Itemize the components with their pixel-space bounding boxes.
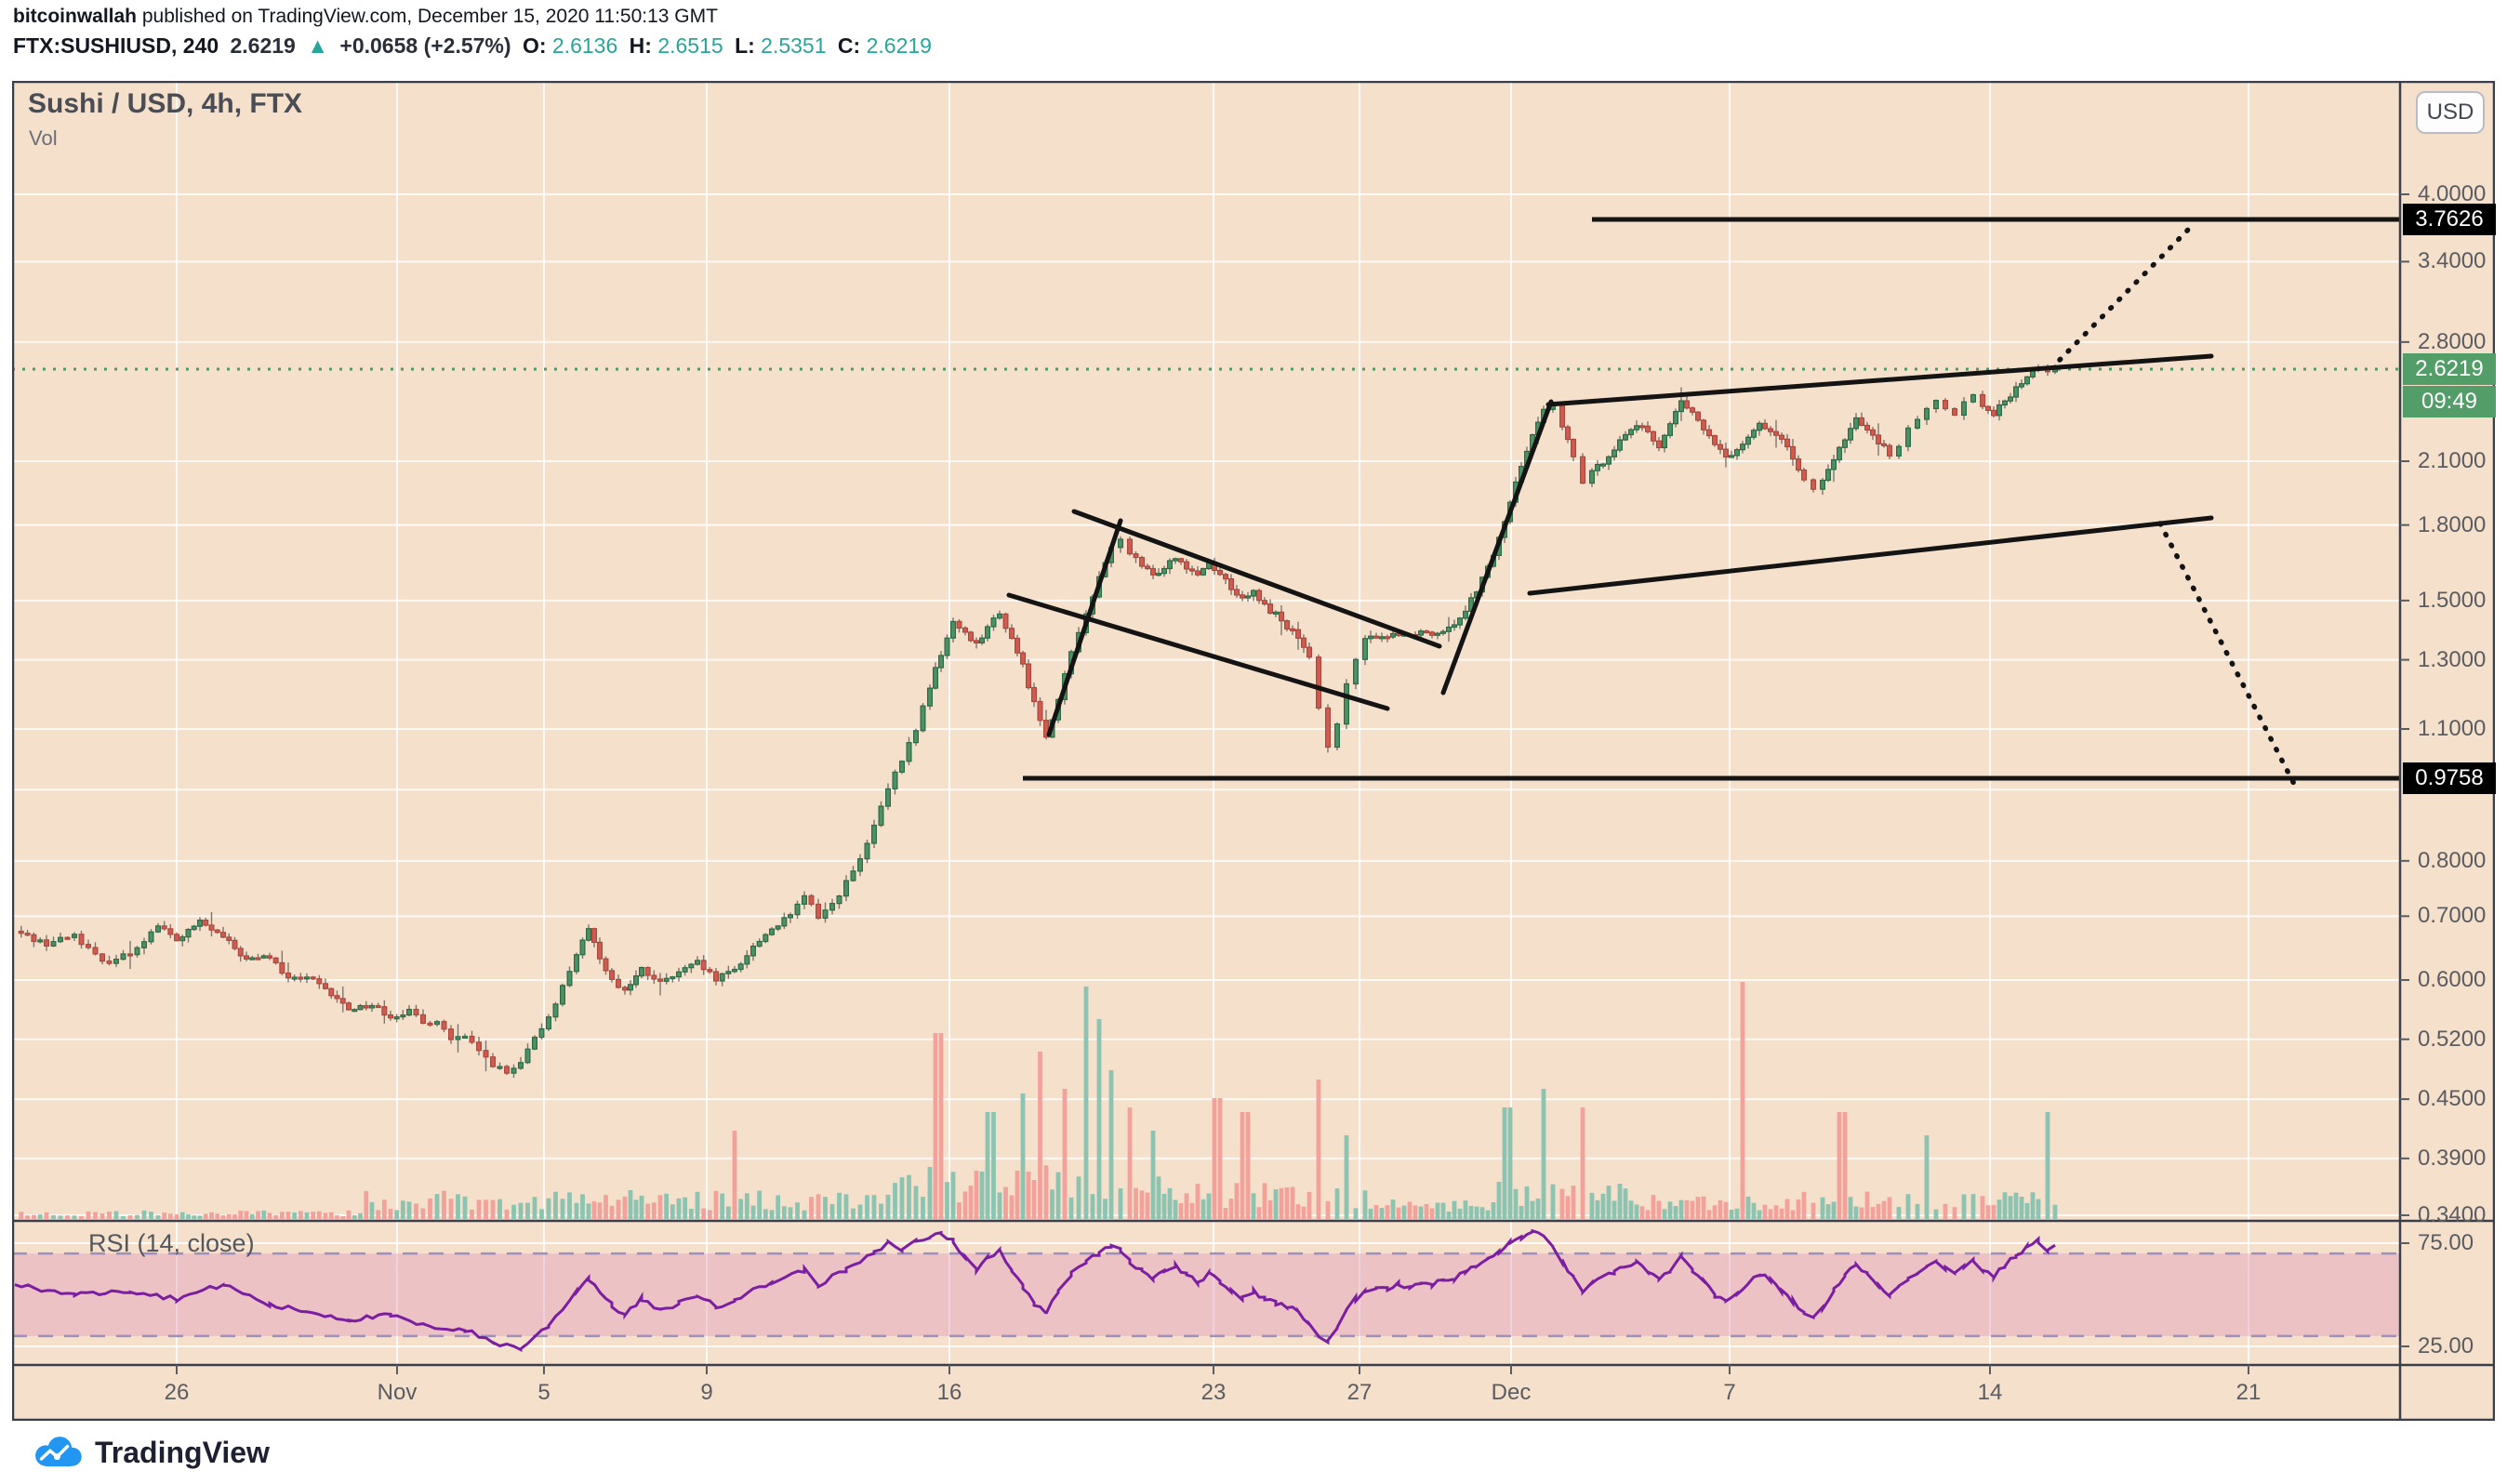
rsi-lower-tick-label: 25.00 xyxy=(2418,1333,2474,1358)
price-tick-label: 2.8000 xyxy=(2418,328,2487,354)
projection-down xyxy=(2157,521,2298,788)
currency-toggle-button[interactable]: USD xyxy=(2416,91,2485,134)
price-change: +0.0658 (+2.57%) xyxy=(339,33,511,58)
close-key: C: xyxy=(837,33,861,58)
time-tick-label: Dec xyxy=(1491,1380,1532,1405)
time-tick-label: 23 xyxy=(1200,1380,1227,1405)
resistance-price-label: 3.7626 xyxy=(2403,204,2496,235)
open-key: O: xyxy=(522,33,547,58)
time-tick-label: 7 xyxy=(1723,1380,1736,1405)
candles-layer[interactable] xyxy=(18,364,2059,1079)
open-value: 2.6136 xyxy=(551,33,618,58)
rsi-band-layer xyxy=(12,1252,2400,1338)
low-key: L: xyxy=(735,33,755,58)
tradingview-cloud-icon xyxy=(35,1437,82,1467)
tradingview-logo[interactable]: TradingView xyxy=(32,1434,270,1471)
falling-channel-bottom xyxy=(1006,592,1390,711)
chart-title: Sushi / USD, 4h, FTX xyxy=(28,88,303,119)
up-arrow-icon: ▲ xyxy=(307,33,329,58)
rising-channel-bottom xyxy=(1527,515,2214,596)
price-tick-label: 1.3000 xyxy=(2418,646,2487,672)
price-tick-label: 0.5200 xyxy=(2418,1026,2487,1052)
rsi-line-layer[interactable] xyxy=(14,1228,2056,1353)
time-tick-label: 14 xyxy=(1977,1380,2003,1405)
low-value: 2.5351 xyxy=(761,33,827,58)
frame-layer xyxy=(12,81,2495,1421)
price-tick-label: 2.1000 xyxy=(2418,447,2487,473)
time-tick-label: 26 xyxy=(164,1380,190,1405)
high-value: 2.6515 xyxy=(657,33,723,58)
attribution-text: published on TradingView.com, December 1… xyxy=(137,6,718,27)
symbol-name[interactable]: FTX:SUSHIUSD, 240 xyxy=(13,33,219,58)
trendlines-layer[interactable] xyxy=(12,217,2400,788)
volume-layer[interactable] xyxy=(19,982,2058,1219)
falling-channel-top xyxy=(1071,509,1442,649)
price-tick-label: 1.8000 xyxy=(2418,511,2487,537)
price-tick-label: 0.3900 xyxy=(2418,1145,2487,1171)
chart-plot-area[interactable] xyxy=(12,81,2495,1421)
last-price: 2.6219 xyxy=(230,33,296,58)
rising-channel-top xyxy=(1545,353,2214,407)
volume-indicator-label: Vol xyxy=(29,126,58,150)
close-value: 2.6219 xyxy=(866,33,932,58)
rsi-upper-tick-label: 75.00 xyxy=(2418,1230,2474,1255)
dec-rally-line xyxy=(1440,399,1554,696)
time-tick-label: 9 xyxy=(700,1380,713,1405)
tradingview-wordmark: TradingView xyxy=(95,1435,270,1469)
high-key: H: xyxy=(629,33,652,58)
symbol-info-bar: FTX:SUSHIUSD, 240 2.6219 ▲ +0.0658 (+2.5… xyxy=(13,33,937,59)
price-tick-label: 0.4500 xyxy=(2418,1086,2487,1112)
price-tick-label: 3.4000 xyxy=(2418,248,2487,274)
price-tick-label: 4.0000 xyxy=(2418,181,2487,206)
grid-layer xyxy=(12,81,2400,1365)
rsi-indicator-label: RSI (14, close) xyxy=(88,1229,255,1257)
time-tick-label: 27 xyxy=(1346,1380,1373,1405)
candle-countdown-label: 09:49 xyxy=(2403,386,2496,417)
author-name: bitcoinwallah xyxy=(13,6,138,27)
price-tick-label: 0.7000 xyxy=(2418,903,2487,929)
price-tick-label: 0.3400 xyxy=(2418,1201,2487,1227)
time-tick-label: Nov xyxy=(377,1380,418,1405)
time-tick-label: 16 xyxy=(936,1380,962,1405)
price-tick-label: 1.5000 xyxy=(2418,587,2487,613)
price-tick-label: 0.6000 xyxy=(2418,966,2487,992)
price-tick-label: 0.8000 xyxy=(2418,847,2487,873)
price-tick-label: 1.1000 xyxy=(2418,716,2487,741)
support-price-label: 0.9758 xyxy=(2403,762,2496,794)
time-tick-label: 5 xyxy=(537,1380,550,1405)
time-tick-label: 21 xyxy=(2235,1380,2262,1405)
current-price-label: 2.6219 xyxy=(2403,353,2496,385)
nov-rally-line xyxy=(1046,518,1123,737)
attribution-line: bitcoinwallah published on TradingView.c… xyxy=(13,6,718,28)
